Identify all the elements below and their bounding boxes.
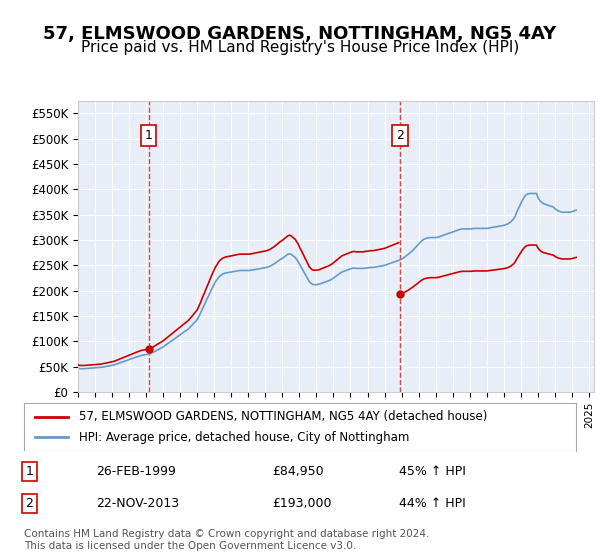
Text: 44% ↑ HPI: 44% ↑ HPI [400, 497, 466, 510]
Text: 57, ELMSWOOD GARDENS, NOTTINGHAM, NG5 4AY: 57, ELMSWOOD GARDENS, NOTTINGHAM, NG5 4A… [43, 25, 557, 43]
Text: Contains HM Land Registry data © Crown copyright and database right 2024.
This d: Contains HM Land Registry data © Crown c… [24, 529, 430, 551]
Text: HPI: Average price, detached house, City of Nottingham: HPI: Average price, detached house, City… [79, 431, 410, 444]
Text: 22-NOV-2013: 22-NOV-2013 [96, 497, 179, 510]
Text: 45% ↑ HPI: 45% ↑ HPI [400, 465, 466, 478]
Text: Price paid vs. HM Land Registry's House Price Index (HPI): Price paid vs. HM Land Registry's House … [81, 40, 519, 55]
Text: 2: 2 [396, 129, 404, 142]
Text: 1: 1 [145, 129, 152, 142]
Text: 1: 1 [26, 465, 34, 478]
Text: £84,950: £84,950 [272, 465, 324, 478]
Text: 57, ELMSWOOD GARDENS, NOTTINGHAM, NG5 4AY (detached house): 57, ELMSWOOD GARDENS, NOTTINGHAM, NG5 4A… [79, 410, 488, 423]
Text: 26-FEB-1999: 26-FEB-1999 [96, 465, 176, 478]
Text: 2: 2 [26, 497, 34, 510]
Text: £193,000: £193,000 [272, 497, 332, 510]
